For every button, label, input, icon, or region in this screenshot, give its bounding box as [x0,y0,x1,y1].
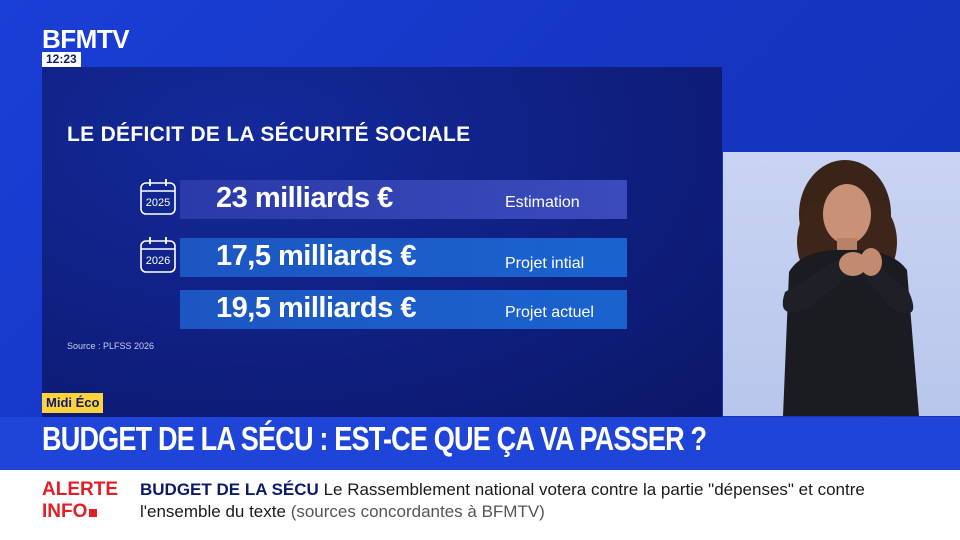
alert-dot-icon [89,509,98,517]
deficit-row: 23 milliards € Estimation [180,180,627,219]
calendar-year: 2025 [145,197,171,209]
deficit-amount: 19,5 milliards € [216,292,416,324]
source-note: Source : PLFSS 2026 [67,341,155,351]
ticker-source: (sources concordantes à BFMTV) [290,502,545,521]
calendar-icon: 2026 [138,235,178,275]
channel-logo: BFMTV [42,24,130,54]
ticker-body: Le Rassemblement national votera contre … [140,480,865,521]
deficit-row: 17,5 milliards € Projet intial [180,238,627,277]
deficit-row: 19,5 milliards € Projet actuel [180,290,627,329]
calendar-icon: 2025 [138,177,178,217]
infographic-panel: LE DÉFICIT DE LA SÉCURITÉ SOCIALE 2025 2… [42,67,722,417]
ticker-text: BUDGET DE LA SÉCU Le Rassemblement natio… [140,479,920,523]
ticker-topic: BUDGET DE LA SÉCU [140,480,319,499]
headline-bar [0,417,960,470]
infographic-title: LE DÉFICIT DE LA SÉCURITÉ SOCIALE [67,123,471,146]
alert-badge: ALERTE INFO [42,479,118,523]
sign-language-interpreter [723,152,960,416]
deficit-label: Estimation [505,194,580,211]
deficit-label: Projet intial [505,255,585,272]
clock: 12:23 [42,52,81,67]
deficit-label: Projet actuel [505,304,594,321]
headline: BUDGET DE LA SÉCU : EST-CE QUE ÇA VA PAS… [42,420,707,457]
calendar-year: 2026 [145,255,171,267]
program-label: Midi Éco [42,393,104,413]
alert-line-1: ALERTE [42,479,118,500]
deficit-amount: 17,5 milliards € [216,240,416,272]
deficit-amount: 23 milliards € [216,182,393,214]
news-ticker [0,470,960,540]
alert-line-2: INFO [42,501,88,522]
